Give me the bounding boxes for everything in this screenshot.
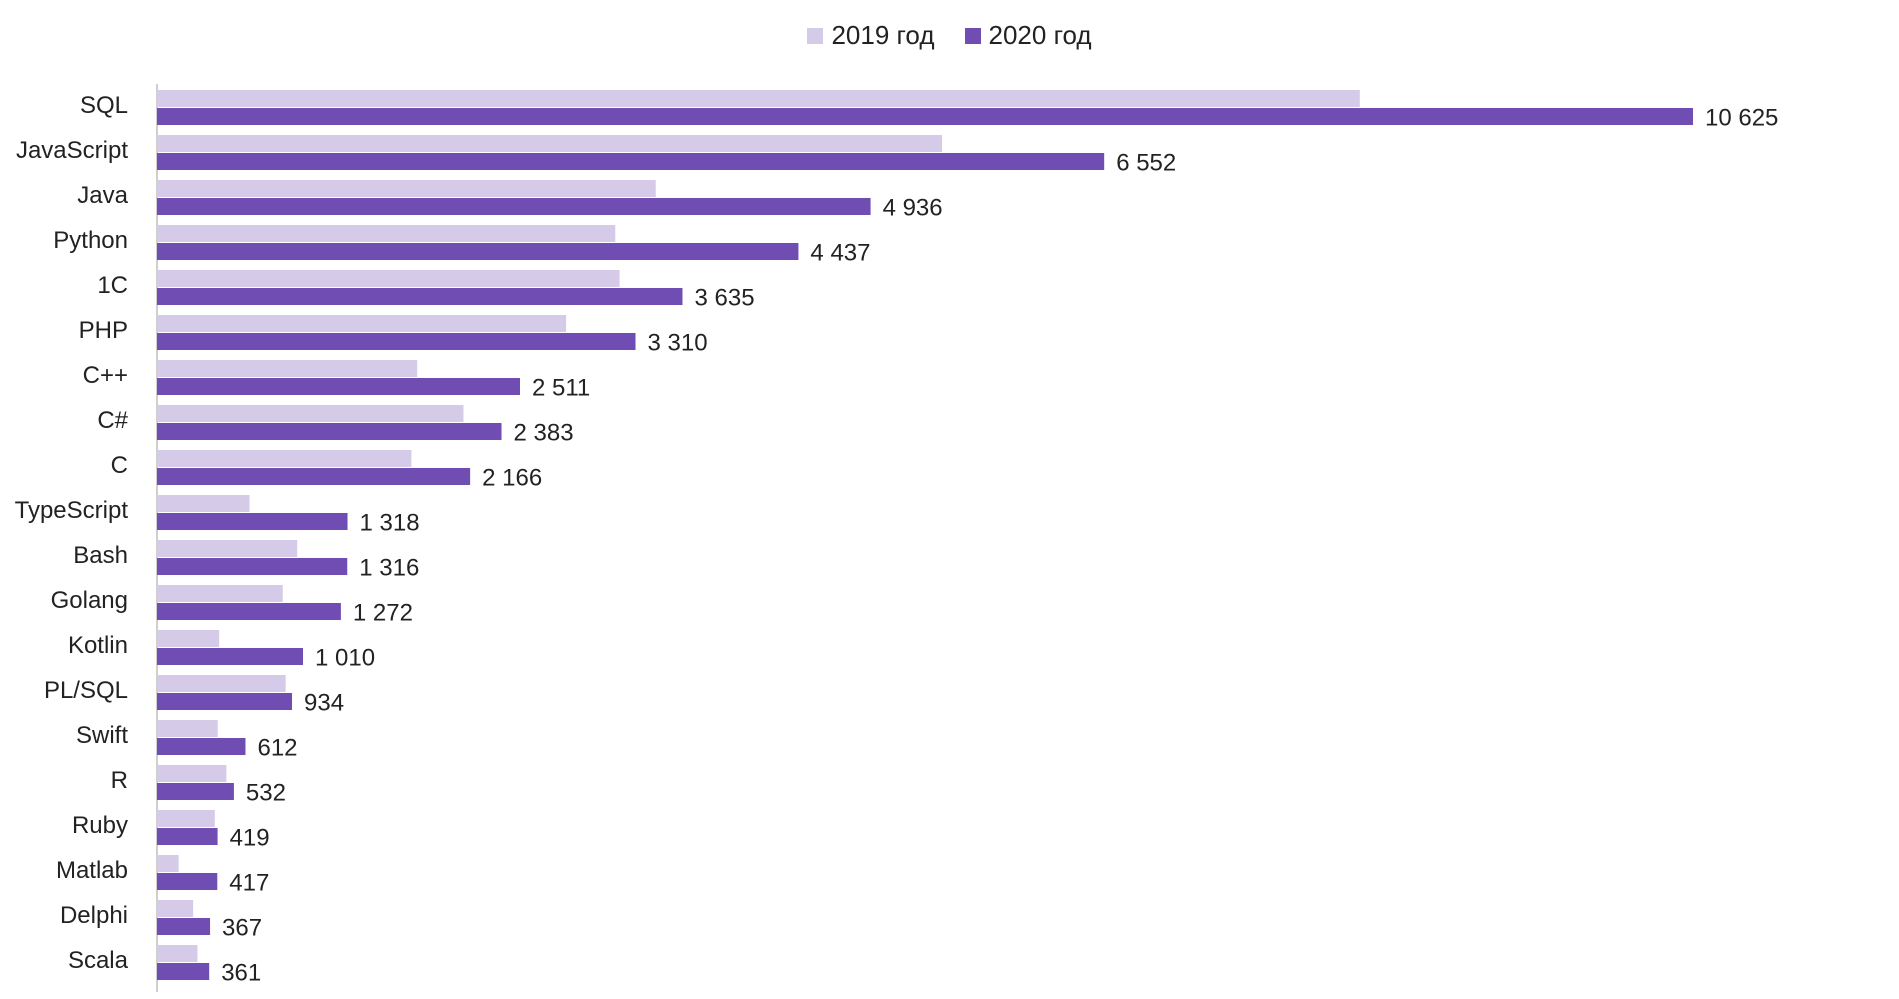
- value-label-typescript: 1 318: [360, 510, 420, 537]
- value-label-javascript: 6 552: [1116, 150, 1176, 177]
- legend-label-2020: 2020 год: [988, 20, 1092, 50]
- bar-2020-scala: [157, 963, 210, 980]
- legend-swatch-2020: [964, 27, 981, 44]
- bar-2019-golang: [157, 585, 283, 602]
- category-label-javascript: JavaScript: [16, 137, 128, 164]
- category-label-java: Java: [77, 182, 128, 209]
- bar-2019-r: [157, 765, 227, 782]
- value-label-bash: 1 316: [359, 555, 419, 582]
- value-label-pl-sql: 934: [304, 690, 344, 717]
- bar-2020-c: [157, 468, 471, 485]
- value-label-c-: 2 383: [513, 420, 573, 447]
- bar-2019-c-: [157, 405, 464, 422]
- bar-2019-java: [157, 180, 656, 197]
- legend-item-2019: 2019 год: [807, 20, 935, 51]
- value-label-swift: 612: [257, 735, 297, 762]
- bar-2020-typescript: [157, 513, 348, 530]
- bar-2020-php: [157, 333, 636, 350]
- legend: 2019 год 2020 год: [0, 20, 1899, 51]
- category-label-bash: Bash: [73, 542, 128, 569]
- value-label-java: 4 936: [883, 195, 943, 222]
- bar-2020-bash: [157, 558, 348, 575]
- bar-2020-sql: [157, 108, 1693, 125]
- category-label-swift: Swift: [76, 722, 128, 749]
- category-label-delphi: Delphi: [60, 902, 128, 929]
- bar-2020-matlab: [157, 873, 218, 890]
- category-label-c: C: [111, 452, 128, 479]
- bar-2020-1c: [157, 288, 683, 305]
- value-label-kotlin: 1 010: [315, 645, 375, 672]
- bar-2020-pl-sql: [157, 693, 293, 710]
- bar-2019-matlab: [157, 855, 179, 872]
- bar-2020-golang: [157, 603, 341, 620]
- value-label-r: 532: [246, 780, 286, 807]
- category-label-r: R: [111, 767, 128, 794]
- category-label-kotlin: Kotlin: [68, 632, 128, 659]
- value-label-scala: 361: [221, 960, 261, 987]
- category-label-c-: C#: [97, 407, 128, 434]
- bar-2019-sql: [157, 90, 1360, 107]
- value-label-1c: 3 635: [694, 285, 754, 312]
- bar-2019-pl-sql: [157, 675, 286, 692]
- bar-2019-c: [157, 450, 412, 467]
- bar-2020-c-: [157, 423, 502, 440]
- bar-2020-java: [157, 198, 871, 215]
- category-label-python: Python: [53, 227, 128, 254]
- bar-2019-kotlin: [157, 630, 220, 647]
- bar-2020-javascript: [157, 153, 1105, 170]
- category-label-golang: Golang: [51, 587, 128, 614]
- value-label-c: 2 166: [482, 465, 542, 492]
- category-label-pl-sql: PL/SQL: [44, 677, 128, 704]
- category-label-sql: SQL: [80, 92, 128, 119]
- legend-label-2019: 2019 год: [831, 20, 935, 50]
- bar-2019-delphi: [157, 900, 194, 917]
- bar-2019-php: [157, 315, 567, 332]
- value-label-sql: 10 625: [1705, 105, 1778, 132]
- bar-2020-python: [157, 243, 799, 260]
- legend-item-2020: 2020 год: [964, 20, 1092, 51]
- bar-2019-javascript: [157, 135, 942, 152]
- bar-2020-kotlin: [157, 648, 304, 665]
- category-label-ruby: Ruby: [72, 812, 128, 839]
- category-label-scala: Scala: [68, 947, 129, 974]
- bar-2020-ruby: [157, 828, 218, 845]
- bar-2019-c-: [157, 360, 418, 377]
- category-label-c-: C++: [83, 362, 128, 389]
- value-label-matlab: 417: [229, 870, 269, 897]
- value-label-c-: 2 511: [532, 375, 590, 402]
- legend-swatch-2019: [807, 27, 824, 44]
- value-label-golang: 1 272: [353, 600, 413, 627]
- bar-2019-scala: [157, 945, 198, 962]
- bar-2020-r: [157, 783, 234, 800]
- category-label-typescript: TypeScript: [15, 497, 129, 524]
- value-label-ruby: 419: [230, 825, 270, 852]
- category-label-php: PHP: [79, 317, 128, 344]
- bar-2020-delphi: [157, 918, 211, 935]
- bar-2019-ruby: [157, 810, 215, 827]
- value-label-php: 3 310: [648, 330, 708, 357]
- category-label-matlab: Matlab: [56, 857, 128, 884]
- bar-2019-swift: [157, 720, 218, 737]
- bar-2020-c-: [157, 378, 521, 395]
- value-label-delphi: 367: [222, 915, 262, 942]
- value-label-python: 4 437: [810, 240, 870, 267]
- bar-2019-1c: [157, 270, 620, 287]
- bar-2019-typescript: [157, 495, 250, 512]
- bar-2019-bash: [157, 540, 298, 557]
- bar-2020-swift: [157, 738, 246, 755]
- bar-2019-python: [157, 225, 616, 242]
- category-label-1c: 1C: [97, 272, 128, 299]
